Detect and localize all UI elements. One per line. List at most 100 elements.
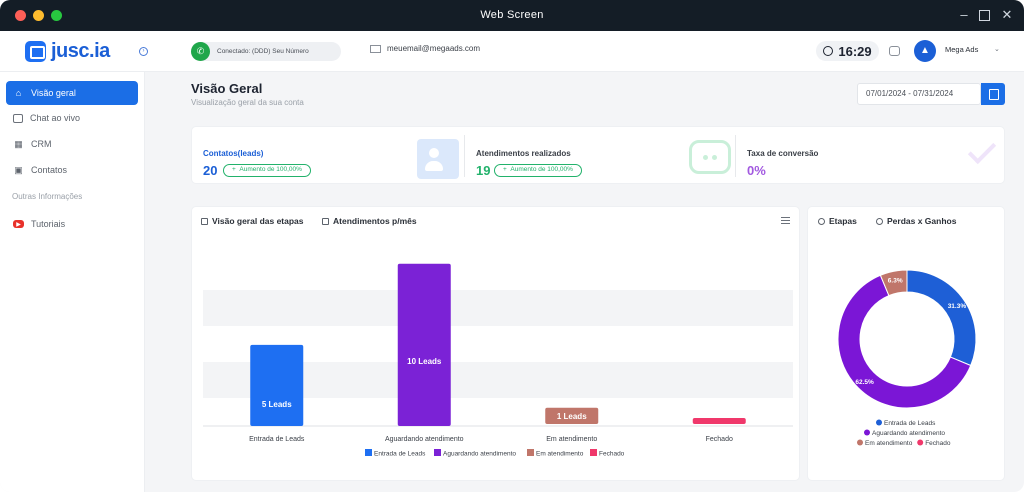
stat-badge: + Aumento de 100,00% [223,164,311,177]
stat-taxa: Taxa de conversão 0% [736,127,1006,185]
avatar[interactable]: ▲ [914,40,936,62]
connection-status-text: Conectado: (DDD) Seu Número [217,48,309,55]
bar-chart-icon [201,217,208,225]
legend-label[interactable]: Aguardando atendimento [443,451,516,458]
legend-label[interactable]: Aguardando atendimento [872,430,945,437]
mail-icon [370,44,381,53]
bar-data-label: 1 Leads [557,412,587,421]
user-name[interactable]: Mega Ads [945,45,979,54]
pie-chart-icon [818,217,825,225]
stat-contatos: Contatos(leads) 20 + Aumento de 100,00% [192,127,464,185]
sidebar: ⌂ Visão geral Chat ao vivo ▦ CRM ▣ Conta… [0,72,145,492]
email-text: meuemail@megaads.com [387,44,481,53]
stat-atendimentos: Atendimentos realizados 19 + Aumento de … [465,127,735,185]
logo-icon [25,41,46,62]
menu-icon[interactable] [781,217,790,224]
bar-1[interactable] [250,344,304,426]
contacts-icon: ▣ [14,164,23,175]
clock-icon [823,46,834,56]
legend-swatch [590,449,597,456]
legend-swatch [434,449,441,456]
window-title: Web Screen [480,9,544,21]
window-titlebar: Web Screen – ✕ [0,0,1024,31]
donut-data-label: 31.3% [948,303,967,310]
minimize-icon[interactable]: – [960,7,968,22]
whatsapp-icon: ✆ [191,42,210,61]
sidebar-item-contatos[interactable]: ▣ Contatos [6,158,138,182]
tab-perdas-ganhos[interactable]: Perdas x Ganhos [876,216,956,226]
connection-status[interactable]: ✆ Conectado: (DDD) Seu Número [191,42,341,61]
maximize-icon[interactable] [979,10,990,21]
sidebar-item-tutoriais[interactable]: ▶ Tutoriais [6,212,138,236]
divider [464,135,465,177]
legend-label[interactable]: Fechado [925,440,951,447]
donut-data-label: 62.5% [855,379,874,386]
legend-label[interactable]: Entrada de Leads [884,420,936,427]
divider [735,135,736,177]
sidebar-item-chat-ao-vivo[interactable]: Chat ao vivo [6,106,138,130]
collapse-sidebar-icon[interactable]: › [139,47,148,56]
donut-slice-3[interactable] [879,269,908,297]
bar-chart-card: Visão geral das etapas Atendimentos p/mê… [191,206,800,481]
stat-badge: + Aumento de 100,00% [494,164,582,177]
sidebar-item-crm[interactable]: ▦ CRM [6,132,138,156]
legend-label[interactable]: Em atendimento [536,451,584,458]
sidebar-item-label: CRM [31,139,52,149]
stat-label: Taxa de conversão [747,149,819,158]
maximize-window-dot[interactable] [51,10,62,21]
legend-label[interactable]: Fechado [599,451,625,458]
donut-data-label: 6.3% [888,278,903,285]
sidebar-item-visao-geral[interactable]: ⌂ Visão geral [6,81,138,105]
contacts-book-icon [417,139,459,179]
bar-data-label: 10 Leads [407,357,442,366]
close-window-dot[interactable] [15,10,26,21]
calendar-button[interactable] [981,83,1005,105]
bar-data-label: 5 Leads [262,400,292,409]
x-tick-label: Aguardando atendimento [385,436,464,443]
legend-swatch [864,429,870,436]
tab-etapas[interactable]: Etapas [818,216,857,226]
stat-value: 0% [747,163,766,178]
app-header: jusc.ia › ✆ Conectado: (DDD) Seu Número … [0,31,1024,72]
x-tick-label: Entrada de Leads [249,436,305,443]
stat-value: 20 [203,163,218,178]
minimize-window-dot[interactable] [33,10,44,21]
legend-swatch [857,439,863,446]
date-range-input[interactable]: 07/01/2024 - 07/31/2024 [857,83,981,105]
sidebar-item-label: Contatos [31,165,68,175]
bar-3[interactable] [545,407,599,424]
tab-atendimentos-mes[interactable]: Atendimentos p/mês [322,216,417,226]
app-logo[interactable]: jusc.ia [25,40,110,63]
email-display: meuemail@megaads.com [370,44,480,53]
x-tick-label: Em atendimento [546,436,597,443]
clock-display: 16:29 [816,41,879,61]
messages-icon[interactable] [889,46,900,56]
page-title: Visão Geral [191,81,263,96]
legend-label[interactable]: Em atendimento [865,440,913,447]
bar-4[interactable] [692,418,746,424]
sidebar-item-label: Tutoriais [31,219,66,229]
donut-slice-1[interactable] [906,269,977,367]
legend-swatch [876,419,882,426]
bar-chart-icon [322,217,329,225]
sidebar-item-label: Visão geral [31,88,76,98]
donut-slice-2[interactable] [837,274,972,409]
grid-band [203,290,793,326]
stats-card: Contatos(leads) 20 + Aumento de 100,00% … [191,126,1005,184]
close-icon[interactable]: ✕ [1001,7,1013,22]
legend-swatch [917,439,924,446]
chevron-down-icon[interactable]: ⌄ [994,46,1000,53]
grid-icon: ▦ [14,138,23,149]
legend-swatch [527,449,534,456]
tab-visao-geral-etapas[interactable]: Visão geral das etapas [201,216,304,226]
x-tick-label: Fechado [706,436,733,443]
logo-text: jusc.ia [51,40,110,62]
pie-chart-icon [876,217,883,225]
legend-label[interactable]: Entrada de Leads [374,451,426,458]
stat-label: Contatos(leads) [203,149,264,158]
legend-swatch [365,449,372,456]
stat-value: 19 [476,163,491,178]
bar-2[interactable] [397,263,451,426]
